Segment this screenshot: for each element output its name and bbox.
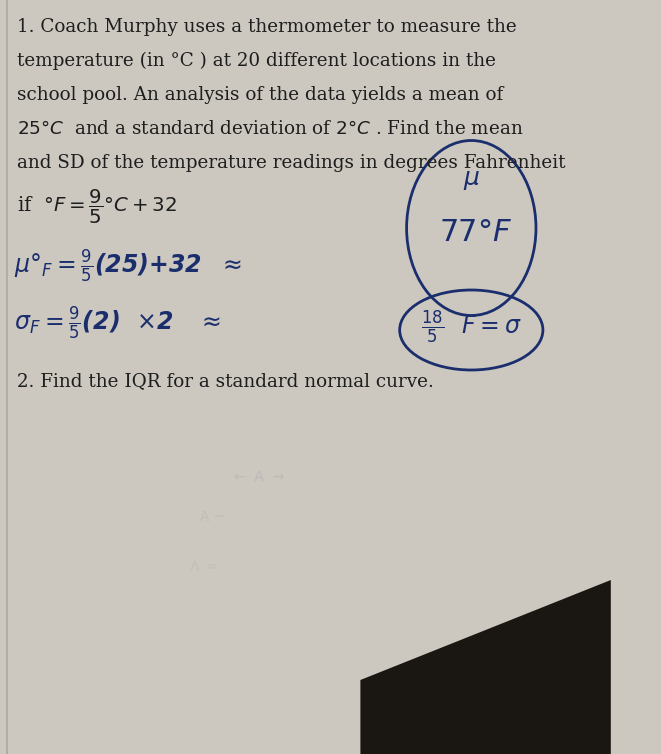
Text: $\mu$: $\mu$ <box>463 168 480 192</box>
Text: $25\degree C$  and a standard deviation of $2\degree C$ . Find the mean: $25\degree C$ and a standard deviation o… <box>17 120 523 138</box>
Polygon shape <box>360 580 611 754</box>
Text: if  $\degree F = \dfrac{9}{5}\degree C+32$: if $\degree F = \dfrac{9}{5}\degree C+32… <box>17 188 176 226</box>
Text: temperature (in °C ) at 20 different locations in the: temperature (in °C ) at 20 different loc… <box>17 52 496 70</box>
Text: $\mu$$\degree$$_F$$=$$\frac{9}{5}$(25)+32  $\approx$: $\mu$$\degree$$_F$$=$$\frac{9}{5}$(25)+3… <box>14 248 241 285</box>
Text: ←  A  →: ← A → <box>233 470 284 484</box>
Text: $\Lambda$ $\approx$: $\Lambda$ $\approx$ <box>189 560 217 574</box>
Text: $77\degree F$: $77\degree F$ <box>439 218 513 247</box>
Text: and SD of the temperature readings in degrees Fahrenheit: and SD of the temperature readings in de… <box>17 154 565 172</box>
Text: school pool. An analysis of the data yields a mean of: school pool. An analysis of the data yie… <box>17 86 503 104</box>
Text: A ~: A ~ <box>200 510 225 524</box>
Text: $\sigma$$_F$$=$$\frac{9}{5}$(2)  $\times$2   $\approx$: $\sigma$$_F$$=$$\frac{9}{5}$(2) $\times$… <box>14 305 221 342</box>
Text: $\frac{18}{5}$  $F= \sigma$: $\frac{18}{5}$ $F= \sigma$ <box>421 308 522 345</box>
Text: 1. Coach Murphy uses a thermometer to measure the: 1. Coach Murphy uses a thermometer to me… <box>17 18 516 36</box>
Text: 2. Find the IQR for a standard normal curve.: 2. Find the IQR for a standard normal cu… <box>17 372 434 390</box>
